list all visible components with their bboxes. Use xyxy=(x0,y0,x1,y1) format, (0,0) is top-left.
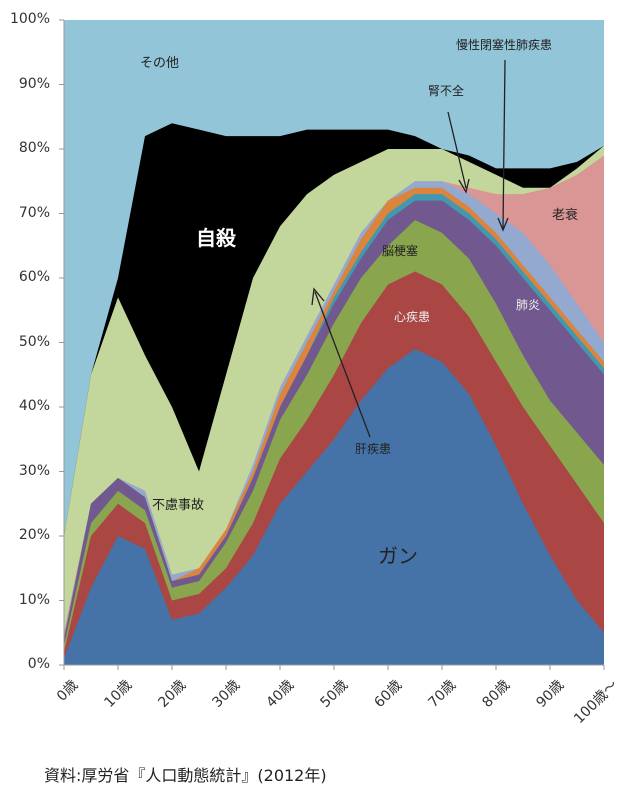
label-liver-disease: 肝疾患 xyxy=(355,442,392,456)
label-copd: 慢性閉塞性肺疾患 xyxy=(456,38,553,52)
source-caption: 資料:厚労省『人口動態統計』(2012年) xyxy=(44,766,327,785)
label-suicide: 自殺 xyxy=(196,226,236,250)
label-senility: 老衰 xyxy=(552,208,579,223)
area-0 xyxy=(64,348,604,665)
arrow-kidney xyxy=(447,111,467,189)
y-tick-label: 80% xyxy=(18,140,50,156)
y-tick-label: 50% xyxy=(18,333,50,350)
y-tick-label: 30% xyxy=(18,462,50,479)
arrow-copd xyxy=(502,59,506,229)
y-tick-label: 60% xyxy=(18,269,50,285)
y-tick-label: 20% xyxy=(18,527,50,543)
y-tick-label: 70% xyxy=(18,204,50,221)
y-tick-label: 10% xyxy=(18,591,50,608)
arrow-liver xyxy=(314,291,371,438)
label-kidney: 腎不全 xyxy=(428,84,465,98)
label-other: その他 xyxy=(140,56,180,71)
label-accident: 不慮事故 xyxy=(152,498,205,513)
label-cancer: ガン xyxy=(378,544,418,568)
y-tick-label: 0% xyxy=(27,656,50,672)
label-pneumonia: 肺炎 xyxy=(516,298,541,312)
label-cerebral-infarction: 脳梗塞 xyxy=(382,244,419,258)
y-tick-label: 90% xyxy=(18,75,50,92)
y-tick-label: 100% xyxy=(9,11,50,27)
label-heart-disease: 心疾患 xyxy=(394,310,431,324)
annotation-arrows xyxy=(311,59,509,438)
y-tick-label: 40% xyxy=(18,398,50,414)
